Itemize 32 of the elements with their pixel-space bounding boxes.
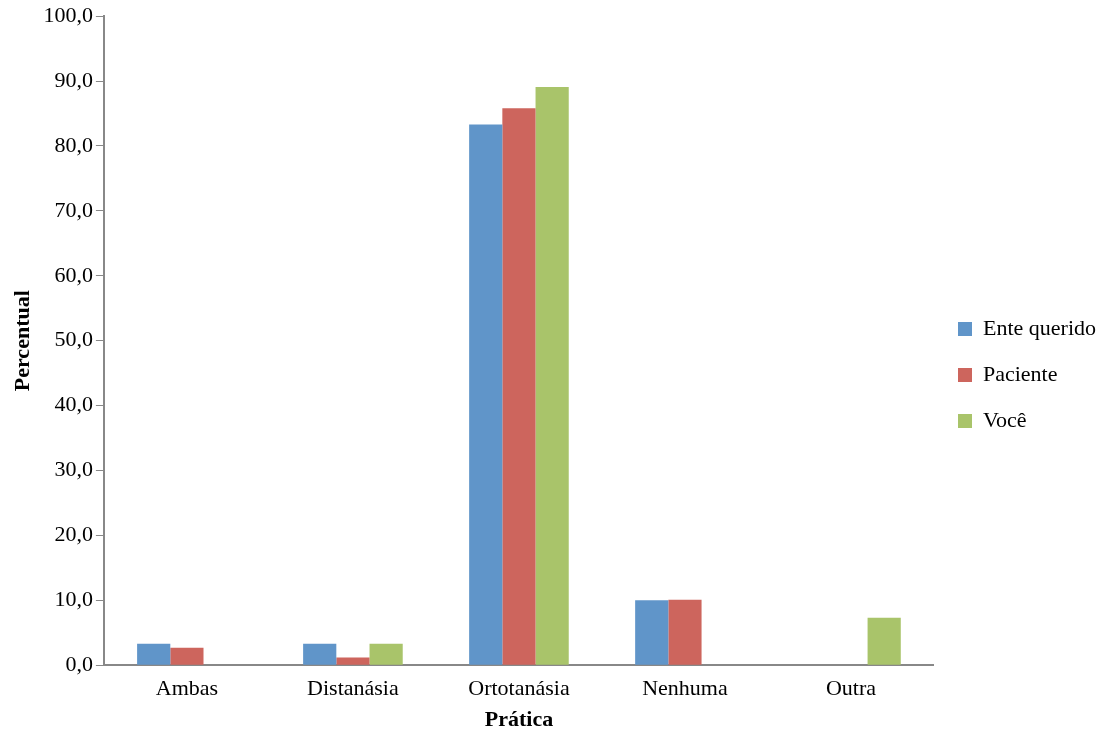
bar [635,600,669,665]
y-tick-label: 50,0 [54,326,93,352]
bar [867,617,901,665]
y-tick-label: 20,0 [54,521,93,547]
y-tick-label: 100,0 [43,1,93,27]
y-tick-label: 10,0 [54,586,93,612]
y-axis-title: Percentual [8,290,34,392]
bar [668,599,702,665]
bar [535,86,569,665]
y-tick-label: 70,0 [54,196,93,222]
y-tick-label: 80,0 [54,131,93,157]
bar [170,647,204,665]
bar [469,124,503,665]
bar [369,643,403,665]
legend-label: Você [982,406,1027,432]
x-tick-label: Ambas [155,675,219,701]
x-tick-label: Ortotanásia [468,675,570,701]
x-tick-label: Nenhuma [642,675,728,701]
bar [336,657,370,665]
y-tick-label: 40,0 [54,391,93,417]
y-tick-label: 90,0 [54,66,93,92]
x-tick-label: Distanásia [307,675,399,701]
bar [303,643,337,665]
y-tick-label: 30,0 [54,456,93,482]
x-axis-title: Prática [484,706,554,732]
legend-label: Paciente [982,360,1058,386]
y-tick-label: 60,0 [54,261,93,287]
bar [137,643,171,665]
y-tick-label: 0,0 [65,650,93,676]
bar [502,108,536,665]
legend-label: Ente querido [982,314,1097,340]
x-tick-label: Outra [825,675,877,701]
